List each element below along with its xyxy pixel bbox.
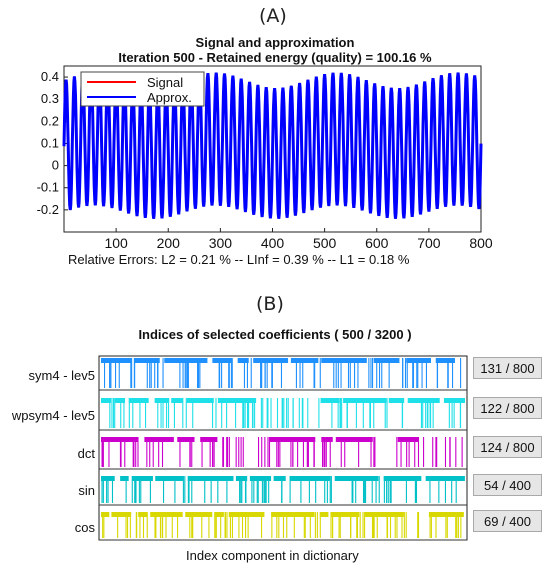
y-tick-label: -0.1 (37, 180, 59, 195)
chart-b-title: Indices of selected coefficients ( 500 /… (138, 327, 412, 342)
segment-cap (406, 358, 431, 363)
segment-cap (397, 437, 419, 442)
segment-cap (186, 398, 214, 403)
segment-cap (373, 358, 400, 363)
coefficient-row-1 (99, 398, 467, 431)
row-label: cos (75, 520, 96, 535)
count-box-wpsym4: 122 / 800 (473, 397, 542, 419)
chart-b-xlabel: Index component in dictionary (186, 548, 359, 563)
x-tick-label: 100 (104, 235, 128, 251)
coefficient-row-4 (99, 512, 467, 541)
count-box-dct: 124 / 800 (473, 436, 542, 458)
segment-cap (289, 476, 331, 481)
segment-cap (331, 512, 360, 517)
y-tick-label: 0.4 (41, 69, 59, 84)
segment-cap (435, 358, 455, 363)
segment-cap (319, 512, 329, 517)
segment-cap (383, 476, 422, 481)
segment-cap (237, 358, 249, 363)
segment-cap (407, 398, 440, 403)
coefficient-row-2 (99, 437, 467, 470)
x-tick-label: 200 (157, 235, 181, 251)
coefficient-row-0 (99, 358, 467, 391)
coefficient-indices-chart: sym4 - lev5 wpsym4 - lev5 dct sin cos (11, 355, 468, 541)
x-tick-label: 800 (469, 235, 493, 251)
segment-cap (321, 358, 367, 363)
x-tick-label: 600 (365, 235, 389, 251)
relative-errors-caption: Relative Errors: L2 = 0.21 % -- LInf = 0… (68, 252, 410, 267)
segment-cap (101, 358, 132, 363)
segment-cap (200, 437, 218, 442)
coefficient-row-3 (99, 476, 467, 506)
segment-cap (154, 398, 170, 403)
segment-cap (138, 512, 148, 517)
segment-cap (171, 398, 183, 403)
segment-cap (335, 437, 373, 442)
signal-approximation-chart: 100 200 300 400 500 600 700 800 -0.2 -0.1 0 0.1 0.2 0… (37, 65, 493, 251)
x-tick-label: 700 (417, 235, 441, 251)
x-tick-label: 400 (261, 235, 285, 251)
panel-a-label: (A) (259, 5, 287, 27)
legend-box (80, 71, 205, 107)
y-tick-label: 0.3 (41, 91, 59, 106)
segment-cap (273, 476, 286, 481)
segment-cap (155, 476, 184, 481)
segment-cap (365, 512, 404, 517)
segment-cap (343, 398, 387, 403)
segment-cap (101, 437, 139, 442)
x-tick-label: 300 (209, 235, 233, 251)
segment-cap (114, 398, 126, 403)
segment-cap (101, 398, 112, 403)
segment-cap (128, 398, 149, 403)
segment-cap (217, 398, 257, 403)
legend-label: Signal (147, 75, 183, 90)
segment-cap (321, 437, 333, 442)
segment-cap (214, 512, 224, 517)
segment-cap (253, 358, 289, 363)
segment-cap (111, 512, 132, 517)
row-label: sym4 - lev5 (29, 368, 95, 383)
segment-cap (320, 398, 340, 403)
segment-cap (177, 437, 195, 442)
segment-cap (131, 476, 153, 481)
row-label: dct (78, 446, 96, 461)
y-tick-label: -0.2 (37, 202, 59, 217)
x-tick-label: 500 (313, 235, 337, 251)
segment-cap (249, 476, 272, 481)
y-tick-label: 0.1 (41, 135, 59, 150)
chart-a-title: Signal and approximation (195, 35, 355, 50)
row-label: sin (78, 483, 95, 498)
chart-a-subtitle: Iteration 500 - Retained energy (quality… (118, 50, 432, 65)
count-box-sin: 54 / 400 (473, 474, 542, 496)
segment-cap (271, 512, 315, 517)
segment-cap (334, 476, 379, 481)
segment-cap (290, 358, 319, 363)
count-box-sym4: 131 / 800 (473, 357, 542, 379)
legend-label: Approx. (147, 90, 192, 105)
y-tick-label: 0.2 (41, 113, 59, 128)
y-tick-label: 0 (52, 158, 59, 173)
segment-cap (185, 512, 213, 517)
row-label: wpsym4 - lev5 (11, 408, 95, 423)
panel-b-label: (B) (256, 293, 284, 315)
segment-cap (101, 512, 110, 517)
segment-cap (228, 512, 265, 517)
segment-cap (120, 476, 129, 481)
segment-cap (388, 398, 405, 403)
count-box-cos: 69 / 400 (473, 510, 542, 532)
